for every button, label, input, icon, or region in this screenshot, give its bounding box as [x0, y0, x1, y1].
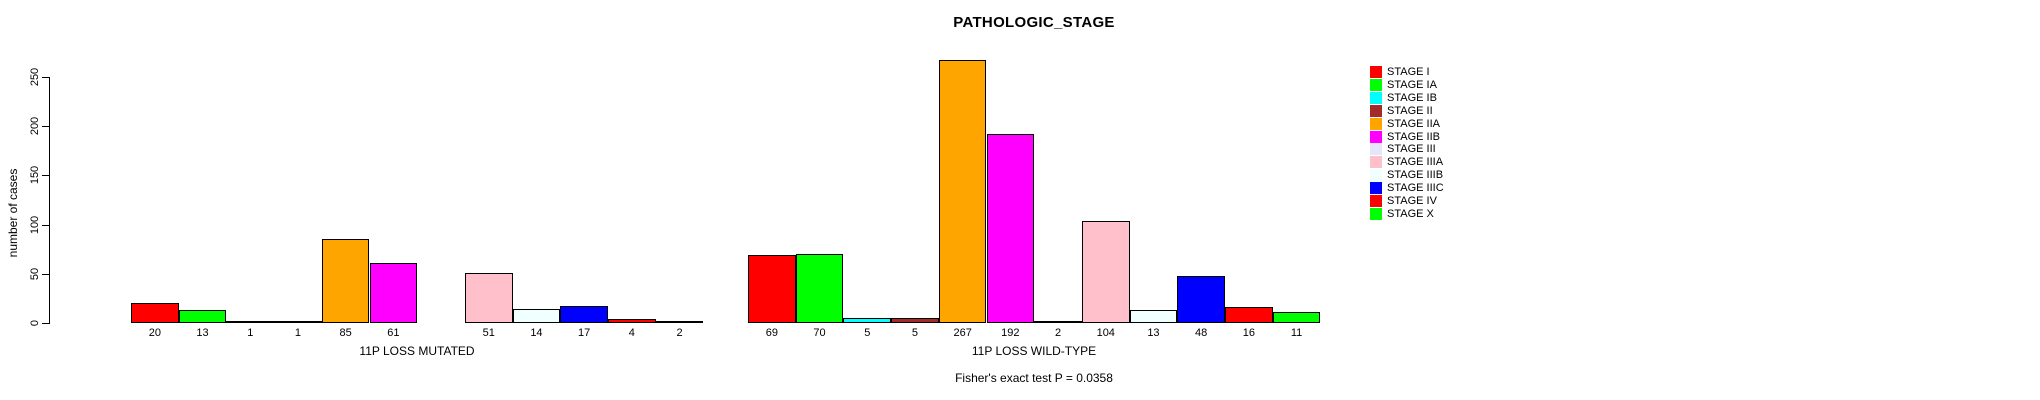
bar-value-label: 14 — [530, 327, 543, 339]
bar-wild-type-stage-iiia — [1081, 221, 1130, 323]
bar-value-label: 13 — [196, 327, 209, 339]
y-tick-line — [42, 224, 50, 226]
bar-wild-type-stage-iiib — [1129, 310, 1178, 323]
bar-value-label: 17 — [578, 327, 591, 339]
legend-label: STAGE IA — [1387, 78, 1437, 91]
bar-value-label: 16 — [1242, 327, 1255, 339]
y-tick-line — [42, 175, 50, 177]
bar-wild-type-stage-ia — [795, 254, 844, 323]
bar-wild-type-stage-iiic — [1177, 276, 1225, 323]
bar-mutated-stage-x — [655, 321, 704, 323]
bar-mutated-stage-iiib — [512, 309, 561, 323]
bar-mutated-stage-ii — [274, 321, 322, 323]
bar-wild-type-stage-ii — [891, 318, 939, 323]
y-tick-label: 200 — [29, 117, 41, 136]
legend-label: STAGE III — [1387, 143, 1436, 156]
bar-wild-type-stage-iia — [938, 60, 987, 323]
legend-label: STAGE IV — [1387, 195, 1437, 207]
y-axis-title: number of cases — [6, 168, 20, 258]
y-tick-line — [42, 77, 50, 78]
legend-swatch-stage-iiib — [1370, 169, 1382, 182]
legend-swatch-stage-ib — [1370, 91, 1382, 104]
chart-title: PATHOLOGIC_STAGE — [953, 14, 1115, 31]
bar-value-label: 104 — [1096, 327, 1115, 339]
legend-label: STAGE II — [1387, 104, 1433, 117]
bar-wild-type-stage-x — [1272, 312, 1321, 323]
bar-mutated-stage-iiic — [560, 306, 608, 323]
bar-value-label: 20 — [148, 327, 161, 339]
bar-value-label: 2 — [676, 327, 683, 339]
y-tick-label: 250 — [29, 67, 41, 87]
legend-swatch-stage-i — [1370, 66, 1382, 78]
bar-mutated-stage-ib — [226, 321, 275, 323]
bar-value-label: 192 — [1001, 327, 1020, 339]
y-tick-label: 100 — [29, 215, 41, 234]
bar-value-label: 61 — [387, 327, 400, 339]
bar-mutated-stage-ia — [178, 310, 227, 323]
bar-value-label: 5 — [864, 327, 871, 339]
legend-swatch-stage-iii — [1370, 143, 1382, 156]
bar-value-label: 85 — [339, 327, 352, 339]
y-tick-label: 0 — [29, 319, 41, 327]
bar-value-label: 4 — [628, 327, 635, 339]
bar-value-label: 69 — [765, 327, 778, 339]
bar-mutated-stage-iv — [608, 319, 656, 323]
bar-wild-type-stage-iv — [1225, 307, 1273, 323]
bar-value-label: 1 — [247, 327, 254, 339]
fisher-test-caption: Fisher's exact test P = 0.0358 — [955, 371, 1113, 385]
bar-value-label: 51 — [482, 327, 495, 339]
bar-wild-type-stage-ib — [843, 318, 892, 323]
legend-swatch-stage-iiic — [1370, 182, 1382, 195]
legend-swatch-stage-iia — [1370, 117, 1382, 130]
y-tick-line — [42, 323, 50, 324]
bar-mutated-stage-i — [131, 303, 179, 323]
y-tick-line — [42, 273, 50, 275]
legend-swatch-stage-iiia — [1370, 156, 1382, 169]
bar-mutated-stage-iia — [321, 239, 370, 323]
legend-label: STAGE IB — [1387, 91, 1437, 104]
y-tick-label: 50 — [29, 267, 41, 280]
group-label-mutated: 11P LOSS MUTATED — [359, 344, 475, 358]
bar-value-label: 11 — [1290, 327, 1303, 339]
y-tick-line — [42, 126, 50, 128]
bar-value-label: 1 — [294, 327, 301, 339]
bar-value-label: 70 — [813, 327, 826, 339]
bar-wild-type-stage-i — [748, 255, 796, 323]
legend-swatch-stage-ia — [1370, 78, 1382, 91]
bar-value-label: 48 — [1195, 327, 1208, 339]
legend-label: STAGE I — [1387, 66, 1430, 78]
bar-value-label: 2 — [1054, 327, 1062, 339]
y-axis-line — [49, 77, 50, 323]
legend-label: STAGE IIIC — [1387, 182, 1444, 195]
legend-swatch-stage-iv — [1370, 195, 1382, 207]
group-label-wild-type: 11P LOSS WILD-TYPE — [971, 344, 1097, 358]
bar-wild-type-stage-iib — [986, 134, 1035, 323]
legend-label: STAGE IIA — [1387, 117, 1440, 130]
bar-mutated-stage-iib — [369, 263, 418, 323]
bar-value-label: 13 — [1147, 327, 1160, 339]
legend-label: STAGE X — [1387, 207, 1434, 220]
bar-wild-type-stage-iii — [1034, 321, 1082, 323]
bar-value-label: 267 — [953, 327, 972, 339]
legend-swatch-stage-iib — [1370, 130, 1382, 143]
legend-label: STAGE IIIB — [1387, 169, 1444, 182]
bar-value-label: 5 — [911, 327, 918, 339]
legend-swatch-stage-ii — [1370, 104, 1382, 117]
legend-swatch-stage-x — [1370, 207, 1382, 220]
legend-label: STAGE IIB — [1387, 130, 1440, 143]
legend-label: STAGE IIIA — [1387, 156, 1444, 169]
bar-mutated-stage-iiia — [464, 273, 513, 323]
y-tick-label: 150 — [29, 166, 41, 185]
